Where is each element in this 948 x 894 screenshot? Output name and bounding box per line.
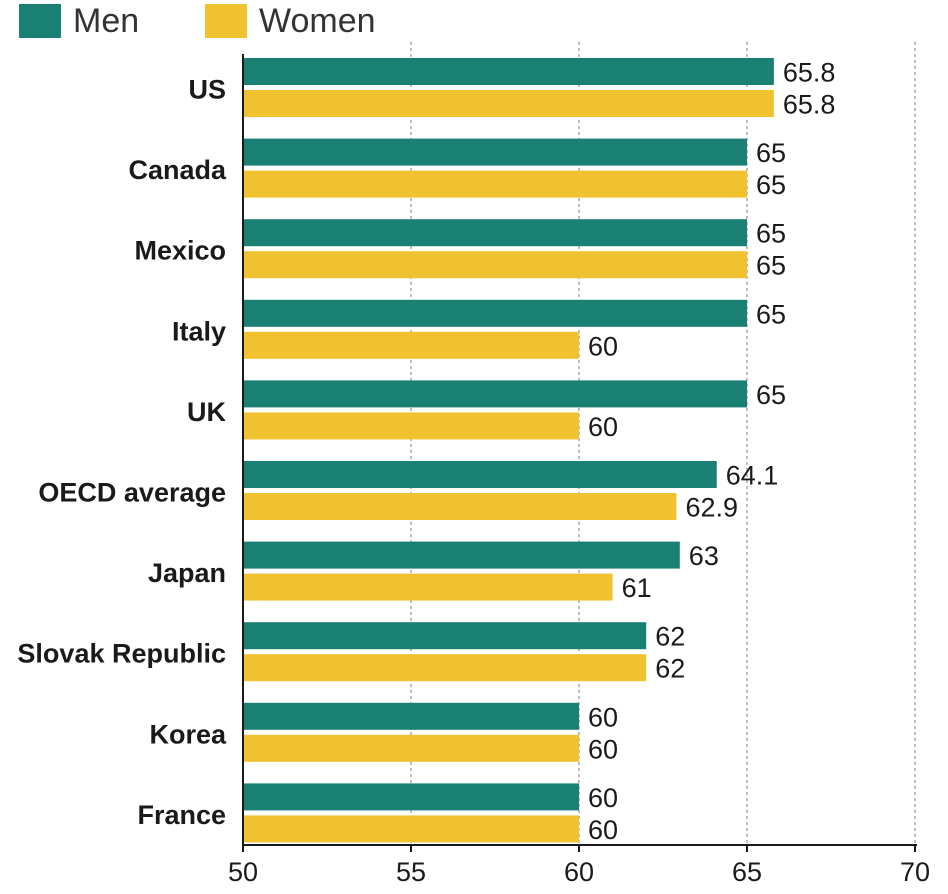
legend: Men Women xyxy=(0,0,948,42)
x-tick-label-60: 60 xyxy=(564,857,594,887)
legend-swatch-women xyxy=(205,4,247,38)
value-label-men-7: 62 xyxy=(655,622,685,652)
bar-men-9 xyxy=(243,783,579,811)
bar-men-7 xyxy=(243,622,647,650)
category-label-0: US xyxy=(188,75,226,105)
value-label-women-4: 60 xyxy=(588,412,618,442)
bar-women-0 xyxy=(243,90,774,117)
value-label-men-6: 63 xyxy=(689,541,719,571)
x-tick-label-70: 70 xyxy=(900,857,930,887)
bar-women-9 xyxy=(243,815,579,843)
category-label-1: Canada xyxy=(128,155,227,185)
bar-women-3 xyxy=(243,331,579,359)
category-label-8: Korea xyxy=(149,719,227,749)
category-label-2: Mexico xyxy=(134,236,226,266)
value-label-women-3: 60 xyxy=(588,331,618,361)
bar-women-7 xyxy=(243,654,647,682)
bar-men-0 xyxy=(243,58,774,85)
bar-men-6 xyxy=(243,541,680,569)
value-label-men-9: 60 xyxy=(588,783,618,813)
bar-women-2 xyxy=(243,251,747,279)
category-label-9: France xyxy=(137,800,226,830)
value-label-men-8: 60 xyxy=(588,702,618,732)
bar-women-8 xyxy=(243,734,579,762)
bar-women-4 xyxy=(243,412,579,440)
value-label-men-1: 65 xyxy=(756,138,786,168)
legend-item-women: Women xyxy=(205,4,376,38)
bar-men-3 xyxy=(243,299,747,327)
value-label-men-0: 65.8 xyxy=(783,58,836,88)
bar-men-1 xyxy=(243,138,747,166)
value-label-women-1: 65 xyxy=(756,170,786,200)
x-tick-label-55: 55 xyxy=(396,857,426,887)
value-label-women-2: 65 xyxy=(756,251,786,281)
bar-men-8 xyxy=(243,702,579,730)
legend-item-men: Men xyxy=(19,4,139,38)
bar-men-4 xyxy=(243,380,747,408)
value-label-men-4: 65 xyxy=(756,380,786,410)
legend-label-men: Men xyxy=(73,2,140,40)
bar-men-2 xyxy=(243,219,747,247)
category-label-6: Japan xyxy=(148,558,226,588)
category-label-5: OECD average xyxy=(38,478,226,508)
legend-swatch-men xyxy=(19,4,61,38)
value-label-men-3: 65 xyxy=(756,299,786,329)
legend-label-women: Women xyxy=(259,2,376,40)
value-label-women-5: 62.9 xyxy=(685,493,738,523)
value-label-women-9: 60 xyxy=(588,815,618,845)
value-label-women-8: 60 xyxy=(588,734,618,764)
value-label-women-0: 65.8 xyxy=(783,90,836,120)
bar-men-5 xyxy=(243,461,717,488)
x-tick-label-65: 65 xyxy=(732,857,762,887)
bar-women-1 xyxy=(243,170,747,198)
category-label-7: Slovak Republic xyxy=(17,639,226,669)
category-label-3: Italy xyxy=(172,316,226,346)
value-label-men-5: 64.1 xyxy=(726,461,779,491)
category-label-4: UK xyxy=(187,397,226,427)
bar-women-6 xyxy=(243,573,613,601)
bar-women-5 xyxy=(243,493,677,520)
value-label-women-7: 62 xyxy=(655,654,685,684)
value-label-women-6: 61 xyxy=(622,573,652,603)
x-tick-label-50: 50 xyxy=(228,857,258,887)
value-label-men-2: 65 xyxy=(756,219,786,249)
